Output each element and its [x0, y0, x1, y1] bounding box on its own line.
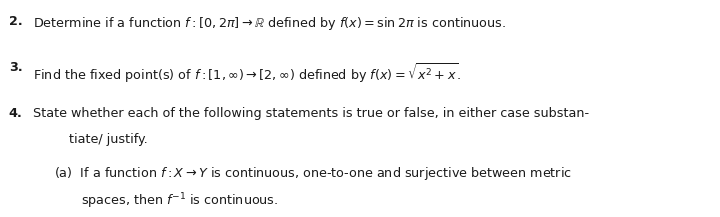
Text: 3.: 3.	[9, 61, 22, 74]
Text: State whether each of the following statements is true or false, in either case : State whether each of the following stat…	[29, 107, 589, 120]
Text: 4.: 4.	[9, 107, 22, 120]
Text: tiate/ justify.: tiate/ justify.	[69, 133, 148, 146]
Text: Determine if a function $f:[0,2\pi]\rightarrow\mathbb{R}$ defined by $f(x)=\sin : Determine if a function $f:[0,2\pi]\righ…	[29, 15, 506, 32]
Text: Find the fixed point(s) of $f:[1,\infty)\rightarrow[2,\infty)$ defined by $f(x)=: Find the fixed point(s) of $f:[1,\infty)…	[29, 61, 461, 85]
Text: (a)  If a function $f:X\rightarrow Y$ is continuous, one-to-one and surjective b: (a) If a function $f:X\rightarrow Y$ is …	[54, 165, 572, 182]
Text: spaces, then $f^{-1}$ is continuous.: spaces, then $f^{-1}$ is continuous.	[81, 191, 278, 210]
Text: 2.: 2.	[9, 15, 22, 28]
